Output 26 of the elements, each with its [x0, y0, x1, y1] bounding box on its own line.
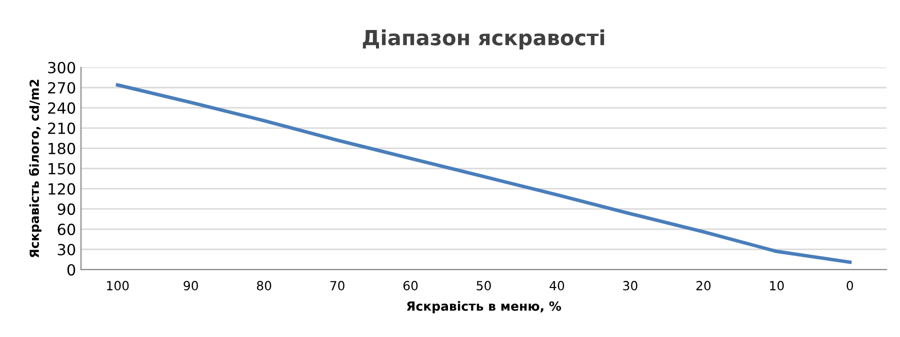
y-tick-label: 300: [48, 62, 76, 74]
y-tick-label: 270: [48, 82, 76, 94]
x-tick-label: 90: [184, 280, 198, 290]
x-tick-label: 100: [107, 280, 129, 290]
y-tick-label: 210: [48, 122, 76, 134]
y-tick-label: 120: [48, 183, 76, 195]
x-tick-label: 40: [550, 280, 564, 290]
x-tick-label: 50: [476, 280, 491, 290]
y-tick-label: 90: [58, 203, 76, 215]
x-tick-label: 20: [696, 280, 711, 290]
x-tick-label: 70: [330, 280, 344, 290]
x-axis-title: Яскравість в меню, %: [406, 301, 562, 314]
x-tick-label: 60: [403, 280, 418, 290]
x-tick-label: 10: [770, 280, 784, 290]
y-tick-label: 0: [67, 264, 76, 276]
chart-title: Діапазон яскравості: [362, 29, 604, 50]
y-tick-label: 150: [48, 162, 76, 175]
x-tick-label: 30: [623, 280, 638, 290]
y-tick-label: 240: [48, 102, 76, 114]
y-tick-label: 180: [48, 142, 76, 154]
y-tick-label: 30: [58, 244, 76, 256]
y-axis-title: Яскравість білого, cd/m2: [28, 80, 42, 258]
line-series: [116, 83, 852, 264]
x-tick-label: 80: [256, 280, 272, 290]
y-tick-label: 60: [58, 224, 76, 236]
x-tick-label: 0: [846, 280, 854, 290]
